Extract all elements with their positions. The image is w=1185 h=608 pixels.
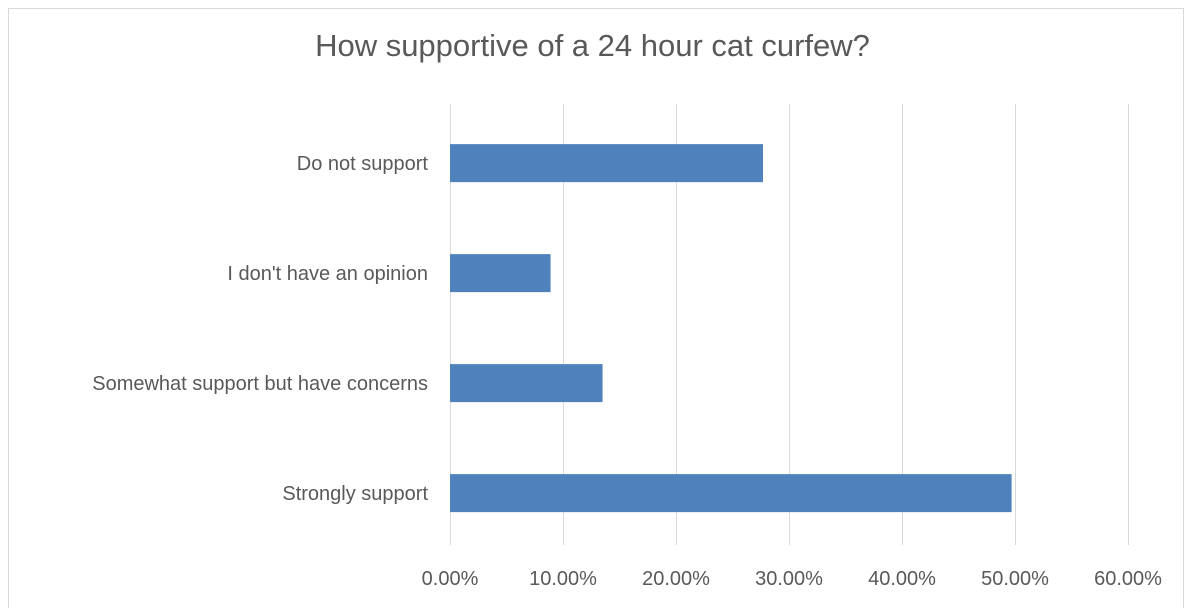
- x-axis-tick-labels: 0.00% 10.00% 20.00% 30.00% 40.00% 50.00% 60.00…: [422, 568, 1162, 590]
- category-label: Do not support: [297, 153, 429, 175]
- category-label: Somewhat support but have concerns: [92, 373, 428, 395]
- bars: [450, 144, 1012, 513]
- x-tick-label: 50.00%: [981, 568, 1049, 590]
- bar: [450, 254, 551, 293]
- bar: [450, 364, 603, 403]
- bar: [450, 474, 1012, 513]
- bar: [450, 144, 764, 183]
- x-tick-label: 10.00%: [529, 568, 597, 590]
- x-tick-label: 20.00%: [642, 568, 710, 590]
- chart-title: How supportive of a 24 hour cat curfew?: [315, 28, 870, 63]
- x-tick-label: 40.00%: [868, 568, 936, 590]
- x-tick-label: 0.00%: [422, 568, 479, 590]
- category-label: I don't have an opinion: [227, 263, 428, 285]
- category-label: Strongly support: [282, 483, 428, 505]
- x-tick-label: 60.00%: [1094, 568, 1162, 590]
- gridlines: [450, 104, 1129, 545]
- x-tick-label: 30.00%: [755, 568, 823, 590]
- category-labels: Do not support I don't have an opinion Som…: [92, 153, 428, 505]
